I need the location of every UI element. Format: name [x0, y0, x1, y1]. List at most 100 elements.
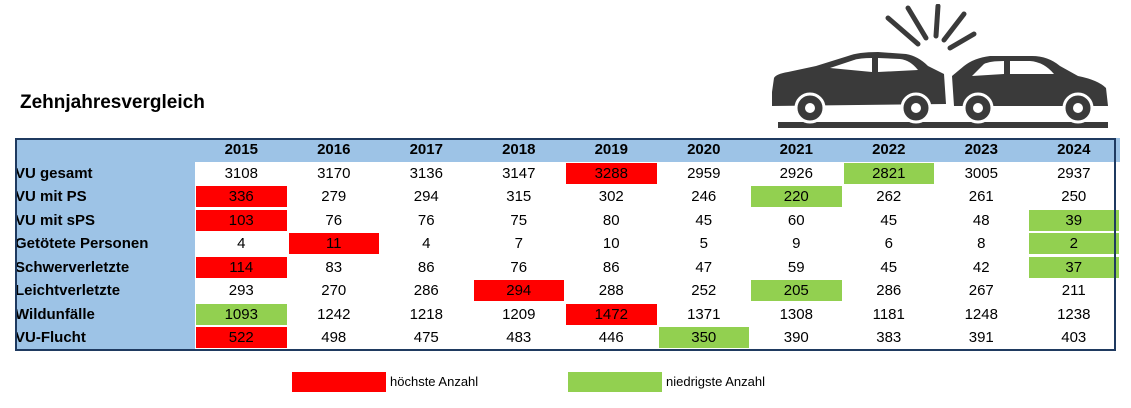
- year-header-2019: 2019: [565, 138, 658, 162]
- value-cell: 80: [565, 208, 658, 232]
- cell-value: 4: [422, 235, 431, 253]
- value-cell: 1371: [657, 302, 750, 326]
- value-cell: 45: [842, 255, 935, 279]
- highest-value: 294: [473, 280, 564, 302]
- cell-value: 390: [783, 329, 809, 347]
- value-cell: 267: [935, 279, 1028, 303]
- cell-value: 3147: [502, 164, 536, 182]
- value-cell: 3108: [195, 161, 288, 185]
- value-cell: 76: [472, 255, 565, 279]
- year-header-2021: 2021: [750, 138, 843, 162]
- value-cell: 315: [472, 185, 565, 209]
- value-cell: 475: [380, 326, 473, 350]
- year-header-2024: 2024: [1027, 138, 1120, 162]
- value-cell: 37: [1027, 255, 1120, 279]
- value-cell: 270: [287, 279, 380, 303]
- value-cell: 286: [380, 279, 473, 303]
- table-title: Zehnjahresvergleich: [20, 92, 205, 113]
- row-label: Wildunfälle: [15, 302, 195, 326]
- legend-swatch: [568, 372, 662, 392]
- legend-swatch: [292, 372, 386, 392]
- cell-value: 2959: [687, 164, 721, 182]
- value-cell: 390: [750, 326, 843, 350]
- value-cell: 1472: [565, 302, 658, 326]
- year-header-2023: 2023: [935, 138, 1028, 162]
- cell-value: 383: [876, 329, 902, 347]
- cell-value: 446: [598, 329, 624, 347]
- cell-value: 76: [510, 258, 528, 276]
- value-cell: 2937: [1027, 161, 1120, 185]
- cell-value: 9: [792, 235, 801, 253]
- lowest-value: 220: [751, 186, 842, 208]
- value-cell: 60: [750, 208, 843, 232]
- cell-value: 288: [598, 282, 624, 300]
- lowest-value: 2821: [843, 162, 934, 184]
- cell-value: 498: [321, 329, 347, 347]
- value-cell: 1093: [195, 302, 288, 326]
- cell-value: 403: [1061, 329, 1087, 347]
- lowest-value: 350: [658, 327, 749, 349]
- value-cell: 446: [565, 326, 658, 350]
- cell-value: 10: [602, 235, 620, 253]
- value-cell: 294: [380, 185, 473, 209]
- value-cell: 75: [472, 208, 565, 232]
- value-cell: 522: [195, 326, 288, 350]
- value-cell: 350: [657, 326, 750, 350]
- value-cell: 294: [472, 279, 565, 303]
- year-header-2022: 2022: [842, 138, 935, 162]
- value-cell: 9: [750, 232, 843, 256]
- cell-value: 1371: [687, 305, 721, 323]
- value-cell: 3147: [472, 161, 565, 185]
- cell-value: 246: [691, 188, 717, 206]
- highest-value: 336: [196, 186, 287, 208]
- value-cell: 279: [287, 185, 380, 209]
- value-cell: 10: [565, 232, 658, 256]
- cell-value: 475: [413, 329, 439, 347]
- value-cell: 3005: [935, 161, 1028, 185]
- table-row: VU-Flucht 522 498 475 483 446 350 390 383 391 403: [15, 326, 1120, 350]
- cell-value: 76: [325, 211, 343, 229]
- cell-value: 86: [602, 258, 620, 276]
- cell-value: 3108: [224, 164, 258, 182]
- lowest-value: 1093: [196, 303, 287, 325]
- cell-value: 250: [1061, 188, 1087, 206]
- legend-label: höchste Anzahl: [390, 374, 479, 389]
- cell-value: 267: [968, 282, 994, 300]
- lowest-value: 205: [751, 280, 842, 302]
- row-label: VU gesamt: [15, 161, 195, 185]
- value-cell: 7: [472, 232, 565, 256]
- cell-value: 1242: [317, 305, 351, 323]
- cell-value: 279: [321, 188, 347, 206]
- value-cell: 1209: [472, 302, 565, 326]
- table-row: Leichtverletzte 293 270 286 294 288 252 205 286 2…: [15, 279, 1120, 303]
- table-row: VU mit sPS 103 76 76 75 80 45 60 45 48 39: [15, 208, 1120, 232]
- cell-value: 3005: [964, 164, 998, 182]
- highest-value: 1472: [566, 303, 657, 325]
- year-header-2018: 2018: [472, 138, 565, 162]
- row-label: VU mit PS: [15, 185, 195, 209]
- value-cell: 5: [657, 232, 750, 256]
- table-body: VU gesamt 3108 3170 3136 3147 3288 2959 2926 282…: [15, 161, 1120, 350]
- cell-value: 45: [880, 258, 898, 276]
- cell-value: 59: [787, 258, 805, 276]
- row-label: Leichtverletzte: [15, 279, 195, 303]
- value-cell: 205: [750, 279, 843, 303]
- legend-label: niedrigste Anzahl: [666, 374, 766, 389]
- value-cell: 1242: [287, 302, 380, 326]
- header-row: 2015 2016 2017 2018 2019 2020 2021 2022 2023 2024: [15, 138, 1120, 162]
- highest-value: 114: [196, 256, 287, 278]
- cell-value: 2926: [779, 164, 813, 182]
- value-cell: 403: [1027, 326, 1120, 350]
- cell-value: 3136: [409, 164, 443, 182]
- value-cell: 2821: [842, 161, 935, 185]
- value-cell: 42: [935, 255, 1028, 279]
- value-cell: 2959: [657, 161, 750, 185]
- cell-value: 294: [413, 188, 439, 206]
- cell-value: 286: [876, 282, 902, 300]
- cell-value: 60: [787, 211, 805, 229]
- cell-value: 8: [977, 235, 986, 253]
- value-cell: 1181: [842, 302, 935, 326]
- cell-value: 252: [691, 282, 717, 300]
- cell-value: 7: [514, 235, 523, 253]
- row-label: Getötete Personen: [15, 232, 195, 256]
